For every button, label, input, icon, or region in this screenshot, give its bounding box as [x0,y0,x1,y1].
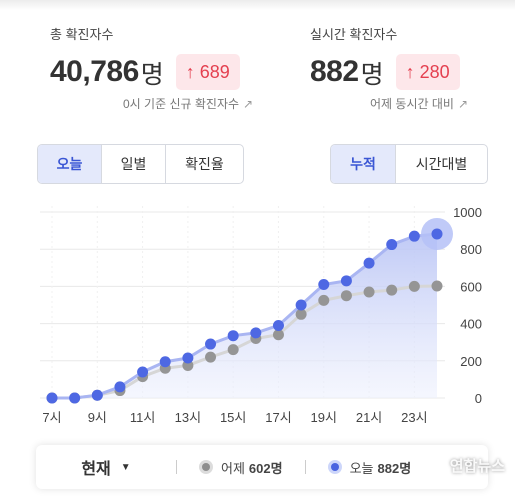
realtime-delta-badge: ↑ 280 [395,54,460,90]
yesterday-point[interactable] [363,286,375,298]
today-point[interactable] [318,279,330,291]
tab-cumulative[interactable]: 누적 [331,145,396,183]
today-point[interactable] [363,257,375,269]
time-select-label: 현재 [81,461,111,478]
tab-hourly[interactable]: 시간대별 [415,156,468,172]
x-tick-label: 17시 [265,410,291,425]
curved-arrow-icon: ↗ [243,96,254,111]
legend-today: 오늘 882명 [306,458,434,477]
x-tick-label: 21시 [356,410,382,425]
today-point[interactable] [408,230,420,242]
yesterday-dot-icon [199,460,213,474]
today-point[interactable] [182,352,194,364]
x-tick-label: 23시 [401,410,427,425]
yesterday-point[interactable] [318,294,330,306]
cases-line-chart[interactable]: 0 200 400 600 800 1000 7시 9시 11시 13시 15시 17시 19시 21시 2… [0,196,515,436]
legend-bar: 현재 ▼ 어제 602명 오늘 882명 [36,445,488,489]
yesterday-point[interactable] [205,351,217,363]
today-point[interactable] [272,319,284,331]
tab-today[interactable]: 오늘 [38,145,102,183]
divider [176,460,177,474]
today-point[interactable] [114,381,126,393]
today-point[interactable] [250,327,262,339]
today-point[interactable] [431,228,443,240]
legend-yesterday: 어제 602명 [177,458,305,477]
x-tick-label: 7시 [42,410,61,425]
y-tick-label: 0 [475,391,482,406]
today-point[interactable] [46,392,58,404]
y-tick-label: 400 [460,317,482,332]
legend-yesterday-label: 어제 [221,460,245,476]
y-tick-label: 200 [460,354,482,369]
y-tick-label: 1000 [453,205,482,220]
today-point[interactable] [386,239,398,251]
total-cases-value: 40,786 [50,55,139,88]
today-point[interactable] [340,275,352,287]
today-point[interactable] [69,392,81,404]
realtime-cases-value: 882 [310,55,359,88]
legend-today-value: 882명 [377,460,412,476]
watermark-logo: 연합뉴스 [449,458,505,475]
today-point[interactable] [159,356,171,368]
x-tick-label: 19시 [311,410,337,425]
realtime-cases-stat: 실시간 확진자수 882 명 ↑ 280 [310,24,460,91]
mode-tabs: 누적 시간대별 [330,144,488,184]
yesterday-point[interactable] [431,280,443,292]
today-area [52,233,437,398]
y-tick-label: 800 [460,242,482,257]
arrow-up-icon: ↑ [405,61,415,82]
x-tick-label: 11시 [130,410,155,425]
total-cases-stat: 총 확진자수 40,786 명 ↑ 689 [50,24,240,91]
x-tick-label: 13시 [175,410,201,425]
curved-arrow-icon: ↗ [457,96,469,111]
time-select[interactable]: 현재 ▼ [36,455,176,479]
today-point[interactable] [137,366,149,378]
today-point[interactable] [295,299,307,311]
tab-confirm-rate[interactable]: 확진율 [185,156,224,172]
total-delta-value: 689 [199,61,230,82]
total-cases-unit: 명 [140,61,164,89]
x-tick-label: 15시 [220,410,246,425]
arrow-up-icon: ↑ [185,61,195,82]
period-tabs: 오늘 일별 확진율 [37,144,244,184]
realtime-note: 어제 동시간 대비 ↗ [370,95,468,112]
yesterday-point[interactable] [340,290,352,302]
top-shadow [0,0,515,10]
today-point[interactable] [205,338,217,350]
yesterday-point[interactable] [295,308,307,320]
summary-card: 총 확진자수 40,786 명 ↑ 689 0시 기준 신규 확진자수 ↗ 실시… [28,0,490,130]
y-tick-label: 600 [460,279,482,294]
today-dot-icon [327,460,342,474]
tab-daily[interactable]: 일별 [102,145,166,183]
divider [304,460,306,474]
realtime-cases-label: 실시간 확진자수 [310,27,398,42]
total-cases-label: 총 확진자수 [50,27,114,42]
legend-yesterday-value: 602명 [248,460,283,476]
caret-down-icon: ▼ [120,461,131,473]
total-note: 0시 기준 신규 확진자수 ↗ [123,95,253,112]
yesterday-point[interactable] [408,280,420,292]
yesterday-point[interactable] [227,344,239,356]
yesterday-point[interactable] [386,284,398,296]
chart-canvas: 0 200 400 600 800 1000 7시 9시 11시 13시 15시 17시 19시 21시 2… [40,205,482,425]
today-point[interactable] [91,389,103,401]
legend-today-label: 오늘 [349,460,374,476]
total-delta-badge: ↑ 689 [175,54,240,90]
today-point[interactable] [227,330,239,342]
realtime-note-text: 어제 동시간 대비 [370,97,454,111]
total-note-text: 0시 기준 신규 확진자수 [123,97,240,111]
x-tick-label: 9시 [88,410,107,425]
realtime-cases-unit: 명 [360,61,384,89]
yesterday-point[interactable] [272,329,284,341]
realtime-delta-value: 280 [419,61,450,82]
